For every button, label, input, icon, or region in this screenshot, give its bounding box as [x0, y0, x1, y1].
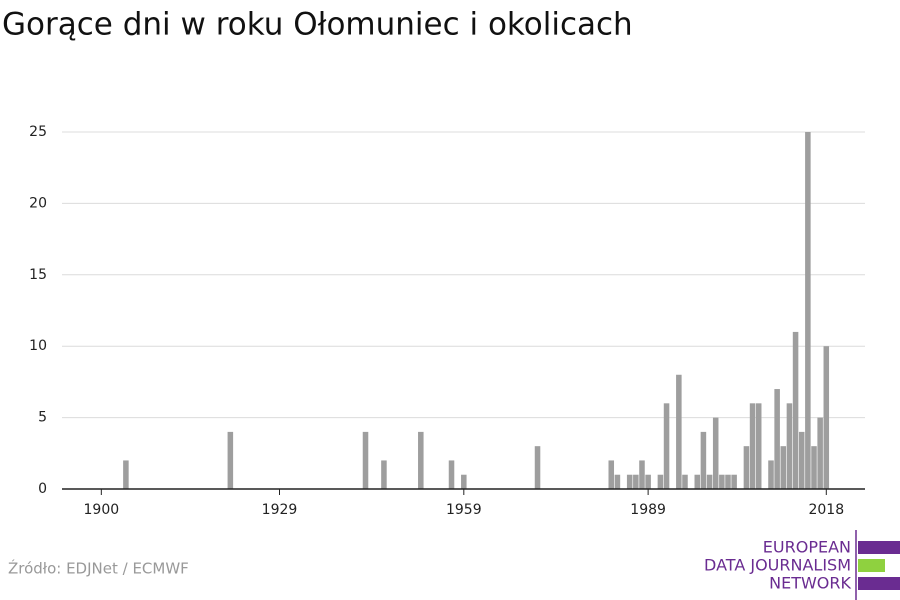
bar [418, 431, 424, 489]
y-tick-label: 5 [38, 410, 47, 426]
bar [663, 403, 670, 489]
bar [461, 474, 467, 489]
bar [774, 389, 780, 489]
logo-bar [858, 541, 900, 554]
bar [798, 431, 805, 489]
bar [381, 460, 387, 489]
bar [780, 446, 787, 489]
bar [768, 460, 774, 489]
bar [448, 460, 455, 489]
bar [694, 474, 701, 489]
logo-text: EUROPEAN [763, 538, 851, 557]
bar [645, 474, 651, 489]
logo: EUROPEAN DATA JOURNALISM NETWORK [704, 530, 900, 600]
bar [700, 431, 707, 489]
source: Źródło: EDJNet / ECMWF [8, 559, 189, 578]
bar [614, 474, 621, 489]
chart-title: Gorące dni w roku Ołomuniec i okolicach [2, 7, 633, 43]
bar [823, 346, 830, 489]
x-tick-label: 2018 [808, 502, 844, 518]
bar [633, 474, 639, 489]
bar [743, 446, 750, 489]
logo-bar [858, 577, 900, 590]
bar [805, 132, 811, 489]
bar [712, 417, 719, 489]
bar [227, 431, 234, 489]
y-tick-label: 20 [29, 195, 47, 211]
bar [755, 403, 762, 489]
bar [706, 474, 713, 489]
x-tick-label: 1929 [262, 502, 298, 518]
y-tick-label: 10 [29, 338, 47, 354]
x-tick-label: 1900 [84, 502, 120, 518]
bar [719, 474, 725, 489]
bar [608, 460, 615, 489]
bar [786, 403, 793, 489]
y-tick-label: 15 [29, 267, 47, 283]
bar [792, 331, 799, 489]
bar [817, 417, 823, 489]
logo-bar [858, 559, 885, 572]
bar [123, 460, 129, 489]
logo-text: DATA JOURNALISM [704, 556, 851, 575]
bar [811, 446, 817, 489]
x-tick-label: 1989 [630, 502, 666, 518]
bar [731, 474, 737, 489]
bar [749, 403, 756, 489]
logo-text: NETWORK [769, 574, 851, 593]
bar [682, 474, 688, 489]
bar [676, 374, 682, 489]
bar [626, 474, 633, 489]
bar [534, 446, 541, 489]
bar [657, 474, 664, 489]
y-tick-label: 0 [38, 481, 47, 497]
bar [725, 474, 731, 489]
bar [639, 460, 645, 489]
y-tick-label: 25 [29, 124, 47, 140]
x-tick-label: 1959 [446, 502, 482, 518]
bar [362, 431, 369, 489]
